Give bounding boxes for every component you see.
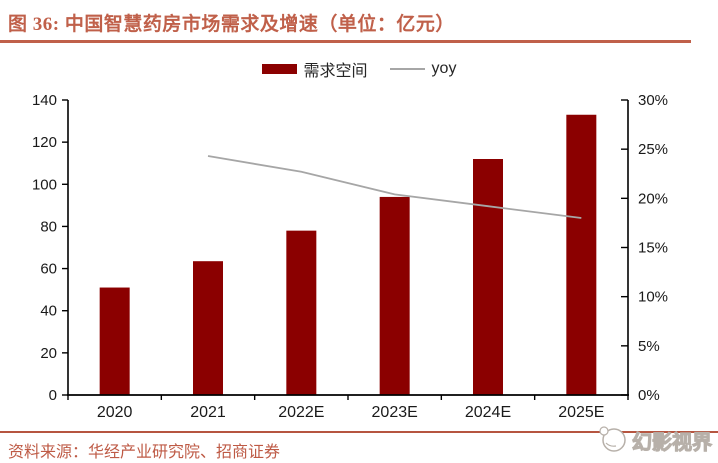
left-axis-tick-label: 140 bbox=[32, 92, 57, 109]
x-axis-label-2025E: 2025E bbox=[558, 404, 604, 421]
x-axis-label-2023E: 2023E bbox=[372, 404, 418, 421]
x-axis-label-2021: 2021 bbox=[190, 404, 226, 421]
bar-2025E bbox=[566, 114, 597, 395]
bar-2024E bbox=[473, 159, 503, 395]
bar-2022E bbox=[286, 230, 317, 395]
right-axis-tick-label: 30% bbox=[638, 92, 668, 109]
watermark-text: 幻影视界 bbox=[632, 431, 713, 454]
x-axis-label-2024E: 2024E bbox=[465, 404, 511, 421]
left-axis-tick-label: 120 bbox=[32, 134, 57, 151]
line-series-swatch bbox=[389, 68, 425, 70]
right-axis-tick-label: 10% bbox=[638, 289, 668, 306]
footer-divider bbox=[0, 431, 718, 433]
x-axis-label-2020: 2020 bbox=[97, 404, 133, 421]
bar-2023E bbox=[379, 196, 410, 395]
legend-label-demand: 需求空间 bbox=[303, 63, 368, 80]
legend-item-demand: 需求空间 bbox=[261, 57, 368, 81]
right-axis-tick-label: 15% bbox=[638, 240, 668, 257]
title-underline bbox=[0, 40, 691, 43]
data-source-text: 资料来源：华经产业研究院、招商证券 bbox=[8, 444, 281, 461]
left-axis-tick-label: 20 bbox=[40, 345, 57, 362]
right-axis-tick-label: 5% bbox=[638, 338, 660, 355]
chart-legend: 需求空间 yoy bbox=[0, 57, 718, 81]
watermark: 幻影视界 bbox=[598, 419, 718, 461]
x-axis-label-2022E: 2022E bbox=[278, 404, 324, 421]
legend-item-yoy: yoy bbox=[389, 60, 457, 78]
bar-series-swatch bbox=[261, 64, 297, 74]
bar-2020 bbox=[99, 287, 130, 395]
bar-2021 bbox=[193, 261, 223, 395]
left-axis-tick-label: 80 bbox=[40, 218, 57, 235]
left-axis-tick-label: 0 bbox=[49, 387, 57, 404]
left-axis-tick-label: 60 bbox=[40, 261, 57, 278]
legend-label-yoy: yoy bbox=[431, 60, 457, 77]
right-axis-tick-label: 25% bbox=[638, 141, 668, 158]
right-axis-tick-label: 20% bbox=[638, 190, 668, 207]
left-axis-tick-label: 40 bbox=[40, 303, 57, 320]
yoy-line bbox=[207, 155, 582, 219]
right-axis-tick-label: 0% bbox=[638, 387, 660, 404]
watermark-logo-icon bbox=[599, 426, 626, 452]
left-axis-tick-label: 100 bbox=[32, 176, 57, 193]
figure-title: 图 36: 中国智慧药房市场需求及增速（单位：亿元） bbox=[8, 14, 455, 35]
